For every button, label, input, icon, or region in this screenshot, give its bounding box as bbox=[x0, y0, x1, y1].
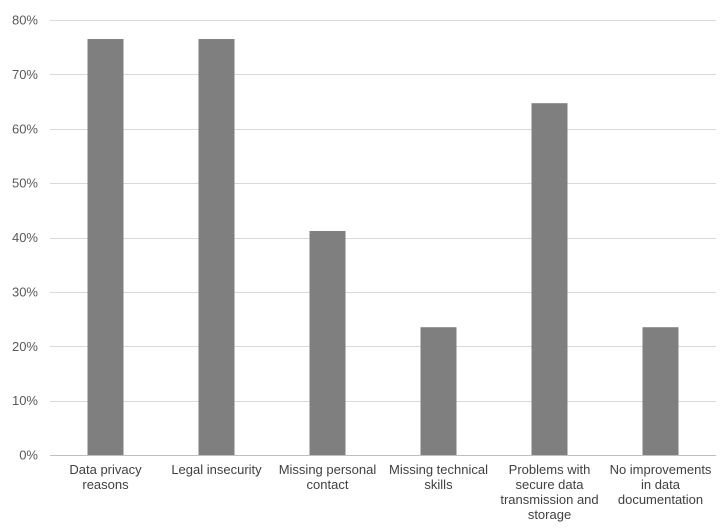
x-axis-category-labels: Data privacy reasons Legal insecurity Missi… bbox=[69, 462, 712, 522]
y-tick-label: 80% bbox=[12, 13, 38, 28]
y-tick-label: 50% bbox=[12, 176, 38, 191]
x-category-label: Missing personal contact bbox=[279, 462, 377, 492]
bar bbox=[309, 230, 346, 455]
y-tick-label: 60% bbox=[12, 121, 38, 136]
bar bbox=[531, 103, 568, 455]
y-tick-label: 70% bbox=[12, 67, 38, 82]
x-category-label: Problems with secure data transmission and… bbox=[500, 462, 598, 522]
y-tick-label: 30% bbox=[12, 284, 38, 299]
y-tick-label: 0% bbox=[19, 448, 38, 463]
x-category-label: Data privacy reasons bbox=[69, 462, 142, 492]
x-category-label: Legal insecurity bbox=[171, 462, 262, 477]
x-category-label: No improvements in data documentation bbox=[610, 462, 712, 507]
x-category-label: Missing technical skills bbox=[389, 462, 488, 492]
y-tick-label: 10% bbox=[12, 393, 38, 408]
y-tick-label: 40% bbox=[12, 230, 38, 245]
y-tick-label: 20% bbox=[12, 339, 38, 354]
bar bbox=[198, 39, 235, 455]
bars bbox=[87, 39, 679, 455]
y-axis-tick-labels: 0% 10% 20% 30% 40% 50% 60% 70% 80% bbox=[12, 13, 38, 463]
bar bbox=[87, 39, 124, 455]
bar bbox=[420, 327, 457, 455]
gridlines bbox=[50, 20, 716, 402]
bar bbox=[642, 327, 679, 455]
